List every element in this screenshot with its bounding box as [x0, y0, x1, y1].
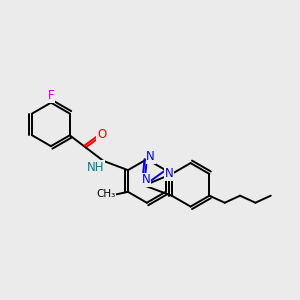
- Text: F: F: [48, 89, 55, 102]
- Text: N: N: [142, 173, 150, 186]
- Text: NH: NH: [87, 161, 104, 174]
- Text: CH₃: CH₃: [96, 189, 115, 200]
- Text: N: N: [146, 150, 155, 163]
- Text: N: N: [165, 167, 174, 181]
- Text: O: O: [97, 128, 106, 141]
